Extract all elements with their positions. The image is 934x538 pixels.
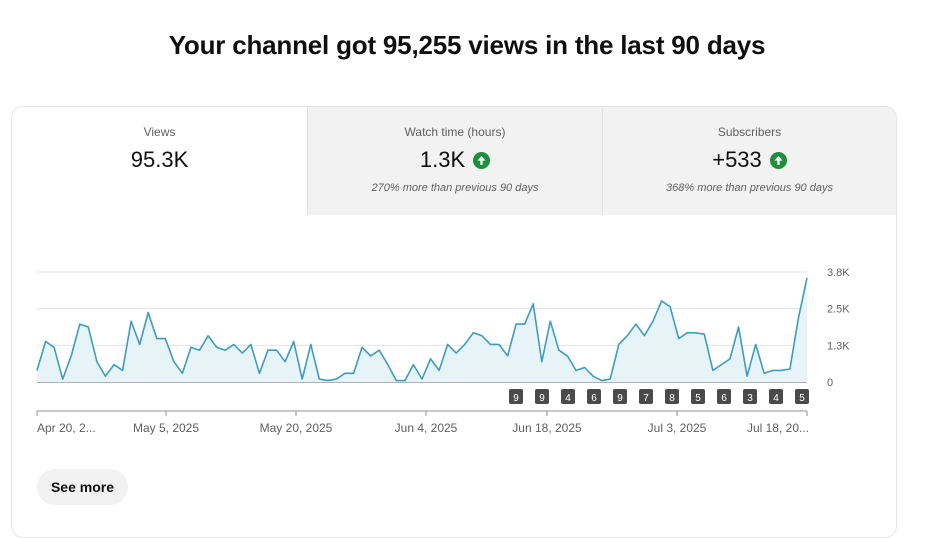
video-marker-label: 8 bbox=[669, 393, 675, 404]
x-tick-label: Jul 3, 2025 bbox=[648, 421, 707, 435]
tab-watch-time-label: Watch time (hours) bbox=[404, 125, 506, 139]
video-marker bbox=[639, 389, 653, 404]
video-marker-label: 6 bbox=[591, 393, 597, 404]
video-marker bbox=[587, 389, 601, 404]
video-marker bbox=[561, 389, 575, 404]
video-marker-label: 3 bbox=[747, 393, 753, 404]
tab-views[interactable]: Views 95.3K bbox=[12, 107, 307, 215]
arrow-up-icon bbox=[769, 151, 787, 169]
tab-subscribers-value: +533 bbox=[712, 147, 762, 172]
video-marker-label: 7 bbox=[643, 393, 649, 404]
tab-subscribers-value-row: +533 bbox=[603, 147, 896, 173]
metric-tabs: Views 95.3K Watch time (hours) 1.3K 270%… bbox=[12, 107, 896, 215]
tab-watch-time-value: 1.3K bbox=[419, 147, 466, 172]
video-marker bbox=[535, 389, 549, 404]
tab-views-value-row: 95.3K bbox=[12, 147, 307, 173]
video-marker bbox=[691, 389, 705, 404]
video-marker bbox=[769, 389, 783, 404]
video-marker bbox=[795, 389, 809, 404]
chart-series-line bbox=[36, 277, 808, 382]
chart-area-fill bbox=[37, 277, 807, 382]
x-tick-label: Jun 18, 2025 bbox=[512, 421, 582, 435]
video-marker bbox=[717, 389, 731, 404]
video-marker-label: 4 bbox=[565, 393, 571, 404]
x-tick-label: Apr 20, 2... bbox=[37, 421, 96, 435]
tab-subscribers[interactable]: Subscribers +533 368% more than previous… bbox=[602, 107, 896, 215]
see-more-button[interactable]: See more bbox=[37, 469, 128, 505]
video-marker bbox=[743, 389, 757, 404]
video-marker bbox=[613, 389, 627, 404]
arrow-up-icon bbox=[473, 151, 491, 169]
x-tick-label: May 20, 2025 bbox=[260, 421, 333, 435]
tab-watch-time-note: 270% more than previous 90 days bbox=[371, 182, 539, 194]
video-marker-label: 9 bbox=[539, 393, 545, 404]
video-marker-label: 5 bbox=[799, 393, 805, 404]
tab-subscribers-label: Subscribers bbox=[717, 125, 782, 139]
x-tick-label: Jun 4, 2025 bbox=[395, 421, 458, 435]
tab-watch-time-value-row: 1.3K bbox=[308, 147, 602, 173]
video-marker-label: 4 bbox=[773, 393, 779, 404]
tab-views-label: Views bbox=[143, 125, 176, 139]
video-marker-label: 9 bbox=[617, 393, 623, 404]
video-marker bbox=[509, 389, 523, 404]
video-marker-label: 5 bbox=[695, 393, 701, 404]
y-tick-label: 0 bbox=[827, 377, 833, 389]
video-marker-label: 9 bbox=[513, 393, 519, 404]
video-marker bbox=[665, 389, 679, 404]
tab-subscribers-note: 368% more than previous 90 days bbox=[666, 182, 833, 194]
video-marker-label: 6 bbox=[721, 393, 727, 404]
tab-views-value: 95.3K bbox=[130, 147, 189, 172]
views-chart: 3.8K 2.5K 1.3K 0 9 9 4 6 9 7 8 5 6 3 4 5 Apr 20, 2... May… bbox=[36, 267, 850, 435]
analytics-card: Views 95.3K Watch time (hours) 1.3K 270%… bbox=[11, 106, 897, 538]
y-tick-label: 1.3K bbox=[827, 340, 850, 352]
y-tick-label: 2.5K bbox=[827, 304, 850, 316]
page-headline: Your channel got 95,255 views in the las… bbox=[168, 30, 766, 60]
x-tick-label: May 5, 2025 bbox=[133, 421, 199, 435]
x-tick-label: Jul 18, 20... bbox=[747, 421, 809, 435]
tab-watch-time[interactable]: Watch time (hours) 1.3K 270% more than p… bbox=[307, 107, 602, 215]
y-tick-label: 3.8K bbox=[827, 267, 850, 279]
